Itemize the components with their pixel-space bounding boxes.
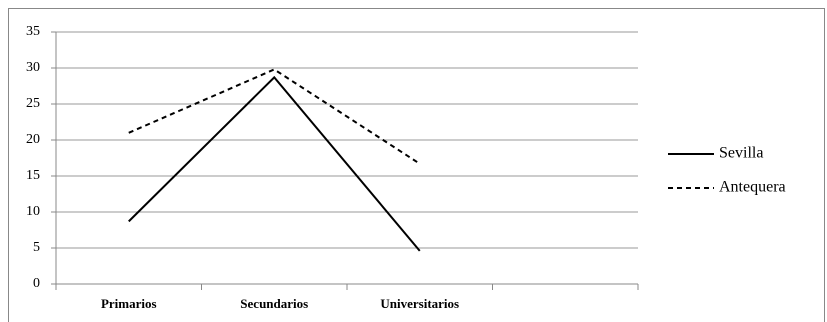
chart-frame [8, 8, 825, 322]
y-tick-label: 30 [26, 60, 40, 75]
x-tick-label: Primarios [101, 296, 157, 311]
x-tick-label: Universitarios [380, 296, 459, 311]
y-tick-label: 5 [33, 240, 40, 255]
y-tick-label: 0 [33, 276, 40, 291]
y-tick-label: 20 [26, 132, 40, 147]
y-tick-label: 15 [26, 168, 40, 183]
x-tick-label: Secundarios [240, 296, 308, 311]
legend-label: Antequera [719, 179, 786, 196]
legend-label: Sevilla [719, 145, 763, 162]
y-tick-label: 25 [26, 96, 40, 111]
series-line [128, 75, 421, 252]
y-tick-label: 35 [26, 24, 40, 39]
series-line [128, 68, 421, 165]
y-tick-label: 10 [26, 204, 40, 219]
